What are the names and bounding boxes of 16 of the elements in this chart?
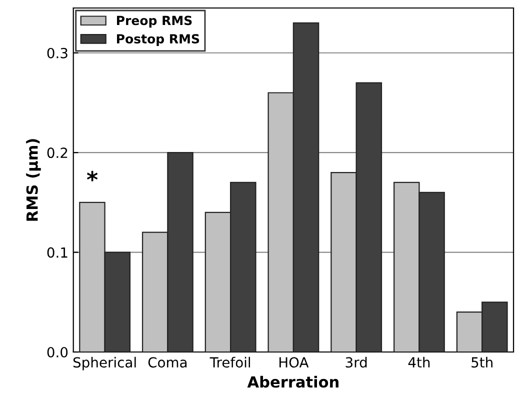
x-tick-label: Spherical (73, 356, 136, 370)
x-axis-title: Aberration (247, 376, 338, 388)
x-tick-label: HOA (279, 357, 309, 368)
x-tick-label: 4th (408, 356, 430, 368)
x-tick-label: Trefoil (210, 356, 250, 368)
legend-label: Preop RMS (117, 16, 192, 28)
x-tick-label: 3rd (346, 356, 367, 368)
legend-label: Postop RMS (117, 34, 200, 46)
x-tick-label: 5th (472, 356, 492, 368)
y-tick-label: 0.2 (47, 148, 68, 158)
y-axis-title: RMS (µm) (26, 139, 41, 221)
x-tick-label: Coma (148, 357, 187, 368)
y-tick-label: 0.3 (47, 48, 68, 58)
y-tick-label: 0.0 (47, 346, 68, 358)
y-tick-label: 0.1 (47, 247, 68, 258)
annotation: * (86, 170, 98, 182)
